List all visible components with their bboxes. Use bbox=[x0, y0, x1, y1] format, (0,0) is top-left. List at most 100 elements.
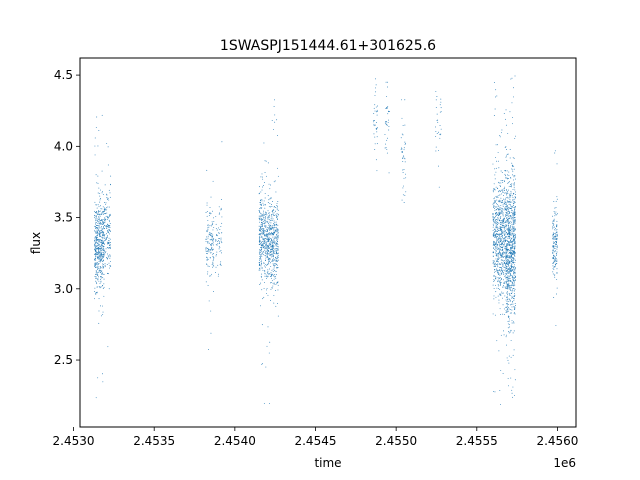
data-point bbox=[270, 258, 272, 260]
data-point bbox=[375, 91, 377, 93]
data-point bbox=[270, 252, 272, 254]
data-point bbox=[500, 269, 502, 271]
data-point bbox=[513, 284, 515, 286]
data-point bbox=[509, 244, 511, 246]
data-point bbox=[507, 233, 509, 235]
data-point bbox=[101, 232, 102, 234]
data-point bbox=[500, 270, 502, 272]
data-point bbox=[213, 217, 215, 219]
data-point bbox=[106, 227, 108, 229]
data-point bbox=[511, 306, 513, 308]
data-point bbox=[500, 186, 501, 187]
data-point bbox=[552, 252, 554, 254]
data-point bbox=[259, 219, 261, 221]
data-point bbox=[97, 242, 99, 244]
data-point bbox=[502, 191, 504, 193]
data-point bbox=[511, 209, 513, 211]
data-point bbox=[388, 172, 390, 174]
data-point bbox=[555, 228, 556, 229]
data-point bbox=[376, 136, 378, 138]
data-point bbox=[98, 254, 100, 256]
data-point bbox=[210, 332, 212, 334]
data-point bbox=[404, 99, 406, 101]
data-point bbox=[502, 304, 504, 306]
data-point bbox=[495, 276, 497, 278]
data-point bbox=[103, 210, 104, 212]
data-point bbox=[503, 252, 505, 254]
data-point bbox=[506, 266, 508, 268]
data-point bbox=[99, 248, 101, 250]
data-point bbox=[503, 221, 505, 222]
data-point bbox=[507, 205, 508, 207]
data-point bbox=[270, 197, 272, 199]
data-point bbox=[498, 200, 500, 202]
data-point bbox=[499, 243, 501, 245]
data-point bbox=[556, 244, 557, 246]
data-point bbox=[261, 363, 263, 365]
data-point bbox=[502, 251, 504, 253]
data-point bbox=[513, 215, 515, 217]
data-point bbox=[97, 254, 99, 256]
data-point bbox=[495, 225, 497, 227]
data-point bbox=[104, 222, 106, 224]
data-point bbox=[501, 233, 502, 235]
data-point bbox=[104, 263, 106, 265]
data-point bbox=[212, 253, 214, 255]
data-point bbox=[499, 135, 501, 137]
data-point bbox=[503, 266, 505, 268]
data-point bbox=[98, 298, 100, 300]
data-point bbox=[103, 273, 105, 275]
data-point bbox=[510, 211, 512, 213]
data-point bbox=[100, 222, 102, 224]
data-point bbox=[259, 236, 261, 238]
data-point bbox=[260, 254, 262, 256]
data-point bbox=[495, 144, 497, 146]
data-point bbox=[553, 242, 555, 244]
data-point bbox=[507, 327, 509, 329]
data-point bbox=[510, 247, 511, 249]
data-point bbox=[512, 166, 514, 167]
data-point bbox=[505, 206, 507, 207]
data-point bbox=[504, 215, 506, 217]
data-point bbox=[553, 245, 555, 247]
data-point bbox=[277, 249, 279, 251]
data-point bbox=[373, 125, 375, 127]
data-point bbox=[510, 270, 512, 272]
data-point bbox=[262, 217, 264, 219]
data-point bbox=[510, 300, 511, 302]
data-point bbox=[498, 245, 500, 247]
data-point bbox=[264, 233, 266, 235]
data-point bbox=[509, 250, 511, 252]
data-point bbox=[102, 381, 104, 383]
data-point bbox=[276, 242, 278, 244]
data-point bbox=[106, 257, 108, 258]
data-point bbox=[493, 189, 495, 190]
data-point bbox=[495, 278, 497, 280]
data-point bbox=[263, 215, 265, 217]
data-point bbox=[108, 242, 110, 243]
data-point bbox=[555, 213, 556, 215]
data-point bbox=[264, 230, 266, 232]
data-point bbox=[513, 321, 514, 323]
data-point bbox=[506, 260, 508, 262]
data-point bbox=[508, 317, 510, 318]
data-point bbox=[107, 243, 109, 245]
data-point bbox=[260, 305, 262, 307]
data-point bbox=[271, 239, 273, 241]
data-point bbox=[497, 261, 499, 263]
data-point bbox=[206, 253, 207, 255]
data-point bbox=[509, 285, 511, 286]
data-point bbox=[553, 261, 555, 263]
data-point bbox=[96, 211, 98, 213]
data-point bbox=[263, 210, 265, 212]
data-point bbox=[95, 211, 97, 213]
data-point bbox=[104, 202, 105, 203]
data-point bbox=[220, 250, 222, 251]
data-point bbox=[277, 252, 279, 254]
data-point bbox=[502, 205, 504, 207]
data-point bbox=[498, 302, 500, 304]
data-point bbox=[513, 306, 515, 308]
data-point bbox=[508, 227, 510, 229]
data-point bbox=[501, 256, 503, 258]
data-point bbox=[275, 221, 277, 223]
